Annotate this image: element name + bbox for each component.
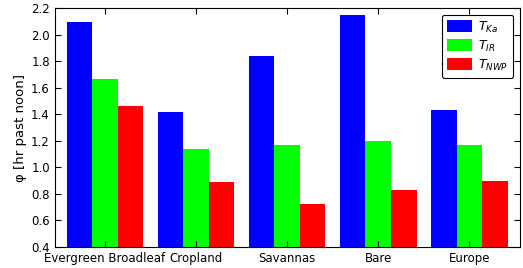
- Legend: $T_{Ka}$, $T_{IR}$, $T_{NWP}$: $T_{Ka}$, $T_{IR}$, $T_{NWP}$: [442, 15, 513, 77]
- Bar: [457, 145, 482, 268]
- Bar: [431, 110, 457, 268]
- Y-axis label: φ [hr past noon]: φ [hr past noon]: [14, 74, 27, 181]
- Bar: [183, 149, 209, 268]
- Bar: [300, 204, 325, 268]
- Bar: [340, 15, 366, 268]
- Bar: [482, 181, 508, 268]
- Bar: [209, 182, 234, 268]
- Bar: [66, 22, 92, 268]
- Bar: [158, 112, 183, 268]
- Bar: [366, 141, 391, 268]
- Bar: [391, 190, 416, 268]
- Bar: [249, 56, 275, 268]
- Bar: [92, 79, 118, 268]
- Bar: [275, 145, 300, 268]
- Bar: [118, 106, 143, 268]
